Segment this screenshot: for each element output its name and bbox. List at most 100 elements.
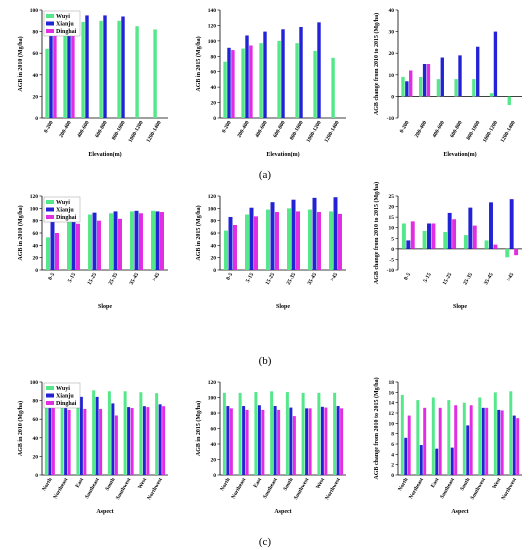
chart-6-bar-xianju-1	[64, 397, 68, 475]
chart-6-xtick-label-3: Southeast	[84, 477, 101, 500]
chart-0-bar-xianju-0	[49, 27, 53, 119]
chart-8-ytick-label-3: 6	[391, 442, 394, 448]
chart-6-legend-label-xianju: Xianju	[56, 394, 74, 400]
chart-6-bar-wuyi-3	[92, 390, 96, 475]
chart-3-xtick-label-4: 35-45	[129, 272, 141, 286]
chart-3-bar-dinghai-5	[159, 212, 164, 270]
chart-5-bar-dinghai-4	[493, 244, 498, 249]
chart-1-ytick-label-6: 120	[208, 23, 217, 29]
chart-8-bar-xianju-1	[419, 445, 423, 475]
chart-6-bar-dinghai-7	[162, 406, 166, 475]
chart-3-bar-wuyi-1	[67, 219, 72, 270]
chart-7-bar-xianju-1	[242, 406, 246, 475]
chart-7-bar-dinghai-5	[308, 408, 312, 475]
chart-4-bar-dinghai-1	[253, 216, 258, 270]
chart-2-ytick-label-1: 0	[391, 94, 394, 100]
chart-4-bar-wuyi-4	[308, 209, 313, 270]
chart-3-bar-wuyi-0	[46, 237, 51, 270]
chart-0-ytick-label-2: 40	[33, 73, 39, 79]
chart-3-legend-label-dinghai: Dinghai	[56, 215, 77, 221]
chart-1-bar-xianju-4	[299, 26, 303, 118]
chart-4-xtick-label-1: 5-15	[245, 272, 255, 284]
chart-8-ytick-label-4: 8	[391, 432, 394, 438]
chart-4-bar-xianju-2	[270, 202, 275, 270]
chart-7-bar-wuyi-1	[238, 392, 242, 475]
chart-6-xlabel: Aspect	[96, 509, 113, 515]
chart-2-bar-wuyi-1	[419, 76, 423, 97]
chart-2-bar-dinghai-0	[409, 70, 413, 97]
chart-5-ytick-label-5: 15	[389, 215, 395, 221]
chart-6-xtick-label-7: Northwest	[146, 477, 163, 501]
chart-3-xtick-label-0: 0-5	[47, 272, 56, 282]
chart-6-bar-xianju-6	[142, 406, 146, 475]
chart-7-bar-xianju-0	[226, 406, 230, 475]
chart-4-bar-xianju-3	[291, 199, 296, 270]
chart-3-bar-wuyi-4	[130, 211, 135, 270]
chart-6-legend-swatch-xianju	[46, 393, 54, 398]
chart-5-bar-dinghai-2	[452, 219, 457, 249]
chart-1-bar-wuyi-4	[295, 43, 299, 118]
chart-2-bar-wuyi-6	[507, 96, 511, 106]
chart-3-ytick-label-4: 80	[33, 219, 39, 225]
chart-3-bar-dinghai-1	[75, 223, 80, 270]
chart-7-ytick-label-3: 60	[211, 427, 217, 433]
chart-5-bar-wuyi-1	[422, 230, 427, 249]
chart-8-xtick-label-7: Northwest	[501, 477, 518, 501]
chart-6-bar-xianju-0	[48, 398, 52, 475]
chart-0-ytick-label-5: 100	[30, 8, 39, 14]
chart-8-bar-xianju-2	[435, 448, 439, 475]
chart-0-bar-wuyi-6	[153, 29, 157, 118]
chart-2-xtick-label-3: 600-800	[449, 120, 463, 139]
chart-0-legend-swatch-wuyi	[46, 14, 54, 18]
chart-3-bar-dinghai-2	[96, 220, 101, 270]
chart-3-legend-swatch-xianju	[46, 207, 54, 212]
chart-1-bar-xianju-1	[245, 35, 249, 119]
chart-4-ytick-label-4: 80	[211, 219, 217, 225]
panel-label-c: (c)	[259, 536, 272, 548]
chart-8-bar-dinghai-5	[485, 407, 489, 475]
chart-3-bar-xianju-3	[113, 211, 118, 270]
chart-3-ytick-label-5: 100	[30, 206, 39, 212]
chart-7-bar-wuyi-2	[254, 392, 258, 475]
chart-0-xtick-label-6: 1200-1400	[146, 120, 163, 144]
chart-2-bar-xianju-2	[440, 57, 444, 97]
chart-0-legend-label-xianju: Xianju	[56, 22, 74, 28]
chart-2-bar-wuyi-4	[472, 79, 476, 97]
chart-3-xtick-label-2: 15-25	[87, 272, 99, 286]
chart-5-bar-xianju-3	[468, 207, 473, 249]
chart-1-bar-dinghai-1	[249, 45, 253, 118]
chart-5-xlabel: Slope	[453, 304, 467, 310]
chart-7-bar-wuyi-5	[301, 392, 305, 475]
chart-2-ytick-label-3: 20	[389, 51, 395, 57]
chart-0-legend-label-dinghai: Dinghai	[56, 29, 77, 35]
chart-0-ytick-label-3: 60	[33, 51, 39, 57]
chart-8-bar-dinghai-4	[469, 405, 473, 475]
chart-1-bar-wuyi-1	[241, 48, 245, 119]
chart-4-bar-dinghai-0	[232, 224, 237, 270]
chart-0-bar-xianju-1	[67, 20, 71, 118]
chart-8-xtick-label-2: East	[430, 477, 440, 489]
chart-8-xtick-label-5: Southwest	[470, 477, 487, 501]
chart-4-ytick-label-5: 100	[208, 206, 217, 212]
chart-4-bar-dinghai-3	[295, 211, 300, 270]
chart-8-bar-xianju-4	[466, 425, 470, 475]
chart-7-xtick-label-4: South	[283, 477, 295, 492]
chart-2-bar-wuyi-5	[489, 93, 494, 97]
chart-4-xtick-label-2: 15-25	[265, 272, 277, 286]
chart-1-xtick-label-1: 200-400	[236, 120, 250, 139]
chart-1-bar-wuyi-6	[331, 57, 335, 118]
chart-8-ytick-label-8: 16	[389, 390, 395, 396]
chart-6-ytick-label-0: 0	[35, 473, 38, 479]
chart-6-bar-dinghai-0	[51, 406, 55, 475]
chart-2-ytick-label-0: -10	[387, 116, 395, 122]
chart-0-bar-wuyi-3	[99, 20, 103, 118]
chart-6-legend-swatch-dinghai	[46, 401, 54, 405]
chart-2-bar-wuyi-3	[454, 79, 458, 97]
chart-8-ytick-label-5: 10	[389, 421, 395, 427]
chart-2-bar-xianju-0	[405, 81, 409, 97]
chart-6-bar-dinghai-2	[83, 408, 87, 475]
chart-4-bar-wuyi-5	[329, 211, 334, 270]
chart-3-bar-dinghai-3	[117, 218, 122, 270]
chart-1-ytick-label-7: 140	[208, 8, 217, 14]
